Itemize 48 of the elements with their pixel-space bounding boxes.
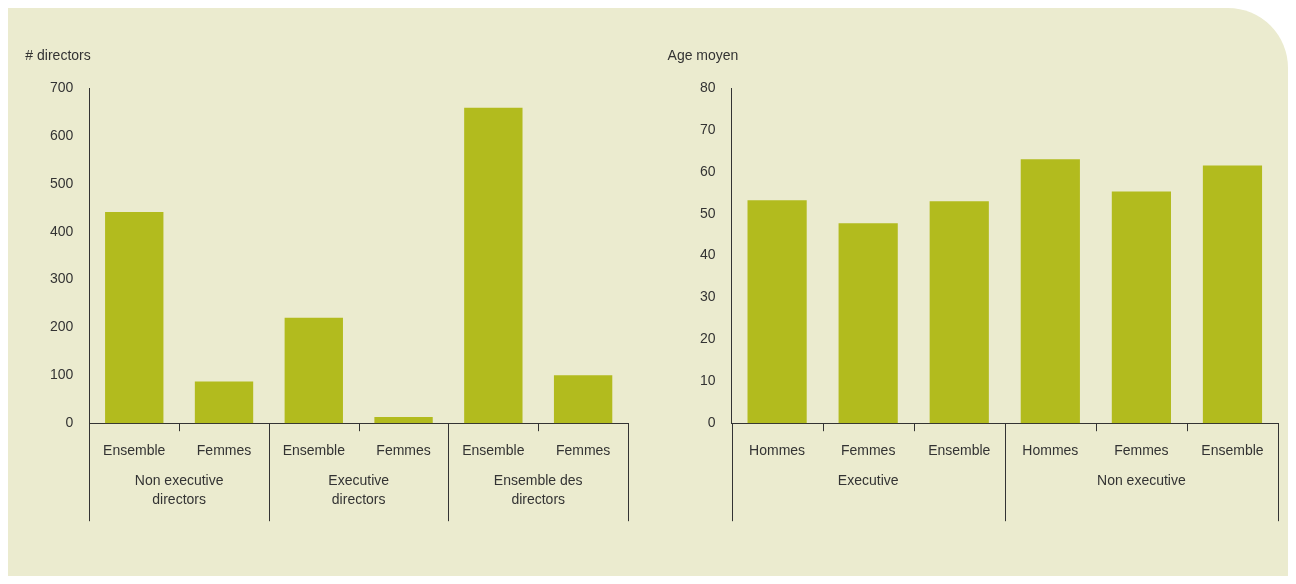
y-tick-label: 30 [699, 288, 716, 305]
x-tick-label: Femmes [555, 442, 611, 459]
bar [747, 200, 807, 424]
bar [374, 416, 433, 424]
text: Non executive directors [134, 472, 224, 508]
y-tick-label: 300 [50, 270, 74, 287]
bar [105, 212, 164, 424]
text: Executive [837, 472, 899, 489]
y-axis-title: Age moyen [667, 46, 739, 63]
y-tick-label: 10 [699, 372, 716, 389]
bar [1111, 191, 1171, 424]
y-tick-label: 0 [707, 414, 716, 431]
x-tick-label: Ensemble [462, 442, 525, 459]
bar [464, 107, 523, 424]
text: Executive directors [328, 472, 390, 508]
x-tick-label: Femmes [840, 442, 896, 459]
x-tick-label: Femmes [1114, 442, 1169, 459]
bar [1202, 165, 1263, 424]
y-tick-label: 0 [65, 414, 74, 431]
bar [929, 201, 989, 424]
y-tick-label: 500 [50, 174, 74, 191]
bar [194, 381, 254, 424]
x-tick-label: Hommes [1022, 442, 1079, 459]
bar [1020, 159, 1080, 424]
y-tick-label: 70 [699, 120, 716, 137]
bar [284, 317, 343, 424]
y-tick-label: 50 [699, 204, 716, 221]
x-tick-label: Ensemble [1201, 442, 1264, 459]
text: Non executive [1097, 472, 1186, 489]
y-tick-label: 700 [50, 78, 74, 95]
y-tick-label: 40 [699, 246, 716, 263]
x-tick-label: Ensemble [282, 442, 346, 459]
y-tick-label: 100 [50, 366, 74, 383]
text: Ensemble des directors [493, 472, 583, 508]
y-tick-label: 80 [699, 78, 716, 95]
y-axis-title: # directors [25, 46, 91, 63]
bar [553, 375, 613, 424]
y-tick-label: 400 [50, 222, 74, 239]
x-tick-label: Ensemble [928, 442, 991, 459]
x-tick-label: Femmes [376, 442, 431, 459]
y-tick-label: 20 [699, 330, 716, 347]
y-tick-label: 60 [699, 162, 716, 179]
x-tick-label: Ensemble [103, 442, 166, 459]
x-tick-label: Femmes [196, 442, 252, 459]
y-tick-label: 200 [50, 318, 74, 335]
bar [838, 223, 898, 424]
y-tick-label: 600 [50, 126, 74, 143]
x-tick-label: Hommes [749, 442, 806, 459]
